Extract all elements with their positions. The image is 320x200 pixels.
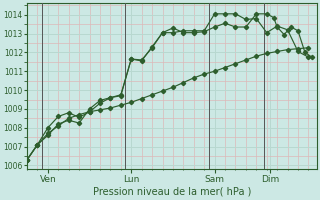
X-axis label: Pression niveau de la mer( hPa ): Pression niveau de la mer( hPa ) — [92, 187, 251, 197]
